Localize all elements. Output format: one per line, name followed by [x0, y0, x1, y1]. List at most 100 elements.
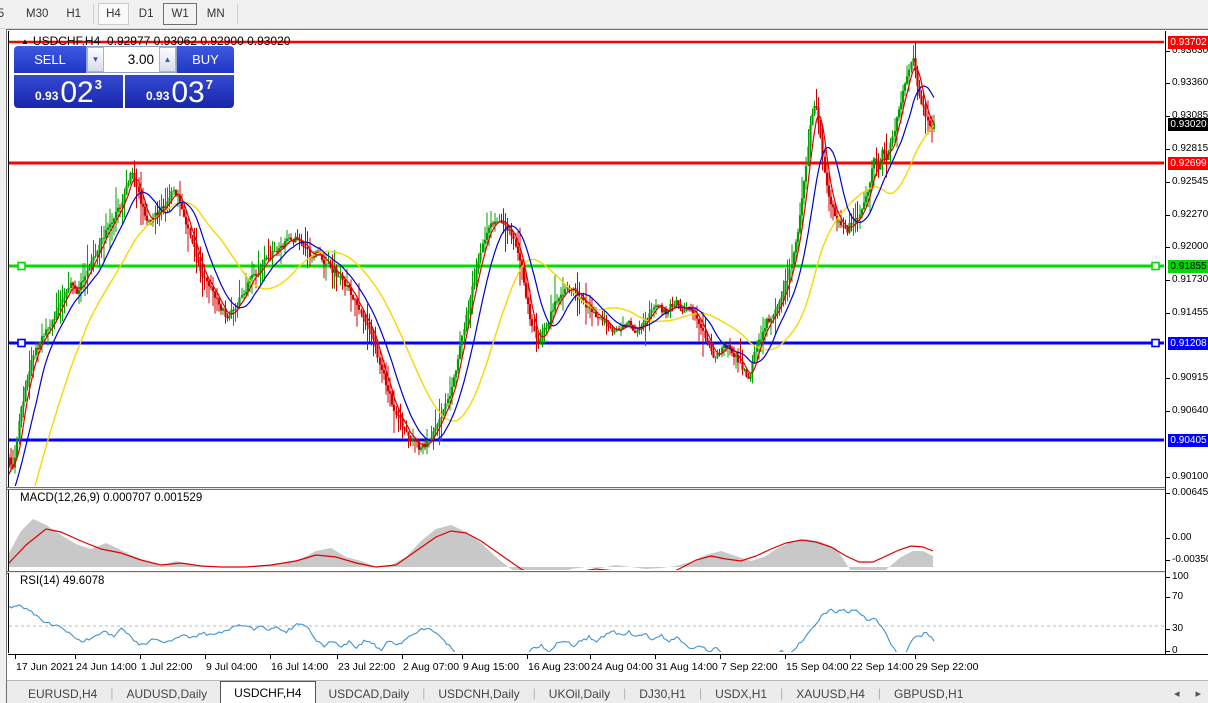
time-tick [915, 655, 916, 659]
time-tick [140, 655, 141, 659]
ma-fast-line [9, 66, 935, 475]
chart-tab-dj30[interactable]: DJ30,H1 [639, 686, 686, 701]
axis-tick [1166, 51, 1170, 52]
buy-button[interactable]: BUY [177, 46, 234, 73]
line-drag-handle[interactable] [17, 261, 26, 271]
axis-price-label: 30 [1172, 623, 1184, 634]
candles-down-bodies [9, 58, 934, 468]
sell-price-big: 02 [60, 76, 94, 109]
time-label: 29 Sep 22:00 [916, 661, 979, 673]
pane-divider[interactable] [7, 487, 1208, 490]
axis-price-label: 0.006451 [1172, 487, 1208, 498]
collapse-icon[interactable]: ▲ [21, 37, 29, 46]
toolbar-separator [93, 4, 95, 24]
volume-decrease-icon[interactable]: ▾ [87, 47, 104, 72]
macd-histogram [9, 519, 933, 570]
volume-increase-icon[interactable]: ▴ [159, 47, 176, 72]
price-level-box: 0.92699 [1168, 157, 1208, 170]
chart-tab-gbpusd[interactable]: GBPUSD,H1 [894, 686, 964, 701]
time-label: 15 Sep 04:00 [786, 661, 849, 673]
macd-label: MACD(12,26,9) 0.000707 0.001529 [20, 492, 203, 504]
axis-tick [1166, 149, 1170, 150]
axis-price-label: 0.92815 [1172, 143, 1208, 154]
time-label: 9 Aug 15:00 [463, 661, 520, 673]
axis-tick [1166, 538, 1170, 539]
axis-tick [1166, 629, 1170, 630]
time-label: 31 Aug 14:00 [656, 661, 718, 673]
time-label: 16 Jul 14:00 [271, 661, 329, 673]
volume-spinner: ▾ 3.00 ▴ [86, 46, 177, 73]
time-axis[interactable]: 17 Jun 2021 24 Jun 14:00 1 Jul 22:00 9 Jul … [8, 654, 1208, 680]
chart-tab-eurusd[interactable]: EURUSD,H4 [28, 686, 98, 701]
chart-tab-ukoil[interactable]: UKOil,Daily [548, 686, 611, 701]
axis-tick [1166, 477, 1170, 478]
tab-separator: | [110, 685, 114, 700]
time-label: 7 Sep 22:00 [721, 661, 778, 673]
sell-button[interactable]: SELL [14, 46, 86, 73]
hline-0.91208[interactable] [9, 338, 1164, 348]
volume-input[interactable]: 3.00 [127, 52, 154, 67]
chart-tab-usdchf[interactable]: USDCHF,H4 [220, 681, 316, 703]
sell-price-pip: 3 [94, 77, 102, 92]
timeframe-button-h4[interactable]: H4 [98, 3, 129, 25]
chart-tab-usdcad[interactable]: USDCAD,Daily [328, 686, 410, 701]
axis-tick [1166, 116, 1170, 117]
line-drag-handle[interactable] [17, 338, 26, 348]
toolbar-separator [236, 4, 238, 24]
time-label: 23 Jul 22:00 [338, 661, 396, 673]
time-label: 1 Jul 22:00 [141, 661, 193, 673]
time-label: 24 Aug 04:00 [591, 661, 653, 673]
time-tick [590, 655, 591, 659]
candlestick-chart-canvas[interactable] [9, 31, 1165, 486]
buy-price-display[interactable]: 0.93 03 7 [125, 75, 234, 108]
tab-separator: | [698, 685, 703, 700]
time-tick [785, 655, 786, 659]
ma-mid-line [14, 85, 935, 486]
chart-tab-usdcnh[interactable]: USDCNH,Daily [438, 686, 520, 701]
time-label: 17 Jun 2021 [16, 661, 74, 673]
chart-tab-xauusd[interactable]: XAUUSD,H4 [796, 686, 865, 701]
time-label: 9 Jul 04:00 [206, 661, 258, 673]
timeframe-button-w1[interactable]: W1 [163, 3, 197, 25]
chart-ohlc-values: 0.92977 0.93062 0.92900 0.93020 [106, 34, 291, 48]
axis-tick [1166, 378, 1170, 379]
buy-price-prefix: 0.93 [146, 89, 170, 103]
rsi-label: RSI(14) 49.6078 [20, 575, 105, 587]
axis-tick [1166, 560, 1170, 561]
timeframe-button-h1[interactable]: H1 [66, 8, 82, 20]
axis-price-label: 0.92270 [1172, 209, 1208, 220]
tab-scroll-left-icon[interactable]: ◂ [1173, 688, 1180, 700]
rsi-indicator-pane[interactable]: RSI(14) 49.6078 [8, 573, 1165, 653]
time-tick [402, 655, 403, 659]
timeframe-button-5[interactable]: 5 [0, 8, 5, 20]
time-tick [655, 655, 656, 659]
axis-price-label: 0.93630 [1172, 45, 1208, 56]
time-tick [527, 655, 528, 659]
axis-tick [1166, 280, 1170, 281]
tab-scroll-right-icon[interactable]: ▸ [1195, 688, 1201, 700]
sell-price-display[interactable]: 0.93 02 3 [14, 75, 123, 108]
axis-price-label: 70 [1172, 591, 1184, 602]
line-drag-handle[interactable] [1151, 261, 1160, 271]
hline-0.91855[interactable] [9, 261, 1164, 271]
tab-separator: | [780, 685, 784, 700]
macd-indicator-pane[interactable]: MACD(12,26,9) 0.000707 0.001529 [8, 490, 1165, 571]
rsi-line [9, 604, 935, 652]
price-axis[interactable]: 0.93630 0.93360 0.93085 0.92815 0.92545 0.922… [1165, 31, 1208, 657]
axis-price-label: 0.00 [1172, 532, 1192, 543]
timeframe-button-mn[interactable]: MN [206, 8, 225, 20]
line-drag-handle[interactable] [1151, 338, 1160, 348]
chart-tab-usdx[interactable]: USDX,H1 [715, 686, 768, 701]
axis-price-label: 0.90100 [1172, 471, 1208, 482]
price-level-box: 0.91208 [1168, 337, 1208, 350]
buy-price-pip: 7 [205, 77, 213, 92]
timeframe-button-m30[interactable]: M30 [26, 8, 49, 20]
main-chart-pane[interactable]: ▲ USDCHF,H4 0.92977 0.93062 0.92900 0.930… [8, 31, 1165, 487]
buy-price-big: 03 [171, 76, 205, 109]
macd-canvas [9, 519, 934, 570]
chart-tab-audusd[interactable]: AUDUSD,Daily [126, 686, 208, 701]
axis-tick [1166, 411, 1170, 412]
price-level-box: 0.93020 [1168, 118, 1208, 131]
timeframe-button-d1[interactable]: D1 [138, 8, 154, 20]
